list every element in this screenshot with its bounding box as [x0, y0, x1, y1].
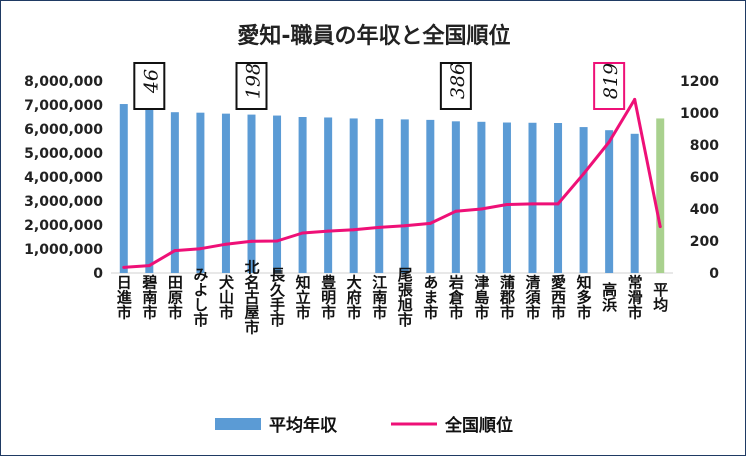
category-label: あま市 [421, 275, 439, 321]
bar [349, 118, 358, 273]
category-label: 豊明市 [319, 274, 337, 321]
rank-line [123, 97, 662, 269]
bar [375, 118, 384, 273]
category-label: 清須市 [524, 274, 542, 321]
rank-point [531, 202, 534, 206]
rank-callout-box [593, 62, 626, 110]
rank-point [403, 224, 407, 228]
y-left-tick-label: 1,000,000 [24, 242, 103, 258]
legend-swatch-bar [215, 418, 261, 430]
bar [579, 127, 588, 273]
rank-point [582, 172, 586, 176]
category-label: 高浜 [600, 281, 618, 313]
category-label: 蒲郡市 [498, 274, 516, 321]
category-label: 尾張旭市 [396, 267, 414, 328]
rank-point [224, 242, 228, 246]
rank-point [454, 209, 458, 213]
rank-callout-label: 819 [600, 63, 622, 99]
rank-point [275, 239, 279, 243]
y-left-tick-label: 0 [93, 266, 103, 282]
category-label: 田原市 [166, 275, 184, 321]
bar [119, 104, 128, 273]
category-label: 津島市 [472, 274, 490, 321]
y-left-tick-label: 5,000,000 [24, 146, 103, 162]
rank-point [173, 249, 177, 253]
chart-title: 愛知-職員の年収と全国順位 [237, 23, 510, 49]
bar [451, 121, 460, 273]
category-label: 日進市 [115, 275, 133, 321]
category-label: みよし市 [191, 267, 209, 328]
bar [145, 105, 154, 273]
bar [502, 122, 511, 274]
legend-label-rank: 全国順位 [444, 415, 513, 436]
rank-point [326, 229, 330, 233]
y-right-tick-label: 600 [690, 170, 719, 186]
bar [324, 117, 333, 273]
bar [273, 115, 282, 273]
category-label: 長久手市 [268, 267, 286, 328]
bar [605, 130, 614, 273]
rank-callout-label: 46 [140, 69, 162, 94]
y-left-tick-label: 8,000,000 [24, 74, 103, 90]
y-left-tick-label: 4,000,000 [24, 170, 103, 186]
y-right-tick-label: 200 [690, 234, 719, 250]
bar [170, 112, 179, 273]
rank-point [428, 221, 432, 225]
bar [298, 117, 307, 273]
category-label: 江南市 [370, 274, 388, 321]
category-label: 常滑市 [626, 274, 644, 321]
bar [196, 112, 205, 274]
rank-point [505, 203, 509, 207]
y-right-tick-label: 400 [690, 202, 719, 218]
rank-point [658, 225, 662, 229]
rank-callout-label: 198 [243, 63, 265, 99]
category-label: 岩倉市 [447, 274, 465, 321]
rank-point [377, 225, 381, 229]
y-left-tick-label: 6,000,000 [24, 122, 103, 138]
y-left-tick-label: 7,000,000 [24, 98, 103, 114]
bar [528, 122, 537, 273]
category-label: 知立市 [294, 274, 312, 321]
rank-point [301, 231, 305, 235]
legend-label-salary: 平均年収 [269, 415, 338, 436]
bar [554, 123, 563, 273]
rank-point [122, 265, 126, 269]
rank-point [607, 140, 611, 144]
category-label: 愛西市 [549, 274, 567, 321]
y-right-tick-label: 0 [709, 266, 719, 282]
rank-callout-label: 386 [447, 63, 469, 99]
rank-point [250, 239, 253, 243]
rank-callout-box [439, 62, 472, 110]
y-left-tick-label: 2,000,000 [24, 218, 103, 234]
bar [426, 119, 435, 273]
rank-point [556, 202, 560, 206]
bar [630, 133, 639, 273]
rank-point [198, 247, 202, 251]
bar [247, 114, 256, 273]
category-label: 大府市 [345, 274, 363, 321]
bar [656, 118, 665, 273]
category-label: 知多市 [575, 274, 593, 321]
rank-callout-box [235, 62, 268, 110]
bar [477, 121, 486, 273]
y-right-tick-label: 1000 [680, 106, 719, 122]
y-right-tick-label: 800 [690, 138, 719, 154]
rank-point [147, 264, 151, 268]
rank-callout-box [133, 62, 166, 110]
category-label: 北名古屋市 [243, 260, 261, 336]
category-label: 犬山市 [217, 274, 235, 321]
rank-point [633, 97, 637, 101]
rank-point [479, 207, 483, 211]
bar [400, 119, 409, 274]
y-left-tick-label: 3,000,000 [24, 194, 103, 210]
y-right-tick-label: 1200 [680, 74, 719, 90]
bar [221, 113, 230, 273]
rank-point [352, 228, 356, 232]
category-label: 碧南市 [140, 274, 158, 321]
category-label: 平均 [651, 282, 669, 313]
